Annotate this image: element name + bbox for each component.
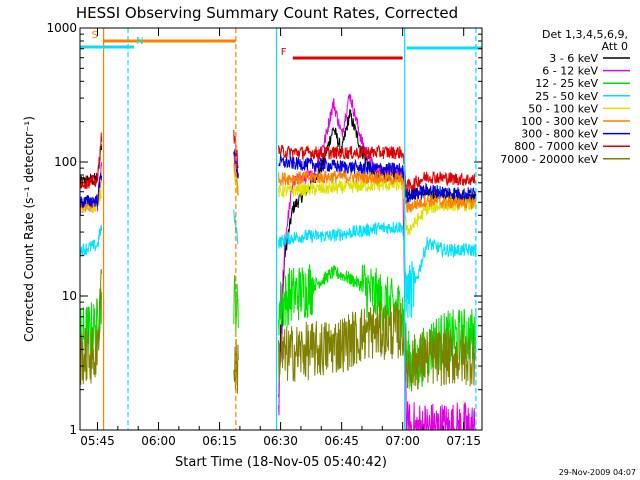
series-line-6	[79, 163, 477, 213]
x-tick-label: 06:45	[324, 434, 359, 448]
x-tick-label: 06:15	[202, 434, 237, 448]
flag-label-n: N	[136, 36, 143, 47]
legend-title: Det 1,3,4,5,6,9, Att 0	[542, 28, 628, 53]
legend-label: 100 - 300 keV	[521, 115, 598, 128]
y-axis: 1 10 100 1000	[46, 21, 482, 437]
x-tick-label: 07:15	[446, 434, 481, 448]
legend-label: 300 - 800 keV	[521, 128, 598, 141]
plot-area	[79, 93, 477, 431]
legend-label: 3 - 6 keV	[549, 52, 598, 65]
y-axis-label: Corrected Count Rate (s⁻¹ detector⁻¹)	[22, 116, 36, 342]
x-axis: 05:45 06:00 06:15 06:30 06:45 07:00 07:15	[80, 28, 481, 448]
x-tick-label: 06:00	[141, 434, 176, 448]
series-line-4	[79, 209, 477, 319]
y-tick-label: 1000	[46, 21, 77, 35]
x-tick-label: 06:30	[263, 434, 298, 448]
legend-label: 800 - 7000 keV	[514, 140, 598, 153]
y-tick-label: 10	[62, 289, 77, 303]
legend-label: 12 - 25 keV	[535, 77, 598, 90]
legend-label: 50 - 100 keV	[528, 102, 598, 115]
footer-date: 29-Nov-2009 04:07	[559, 468, 636, 477]
legend-label: 7000 - 20000 keV	[500, 153, 598, 166]
legend-label: 25 - 50 keV	[535, 90, 598, 103]
y-tick-label: 100	[54, 155, 77, 169]
series-line-8	[79, 129, 477, 193]
chart-title: HESSI Observing Summary Count Rates, Cor…	[76, 4, 458, 22]
flag-label-f: F	[281, 47, 287, 58]
y-tick-label: 1	[69, 423, 77, 437]
observing-flags: S N F	[80, 28, 482, 430]
x-tick-label: 07:00	[385, 434, 420, 448]
x-tick-label: 05:45	[80, 434, 115, 448]
legend-label: 6 - 12 keV	[542, 65, 598, 78]
x-axis-label: Start Time (18-Nov-05 05:40:42)	[175, 455, 387, 470]
flag-label-s: S	[92, 30, 98, 41]
